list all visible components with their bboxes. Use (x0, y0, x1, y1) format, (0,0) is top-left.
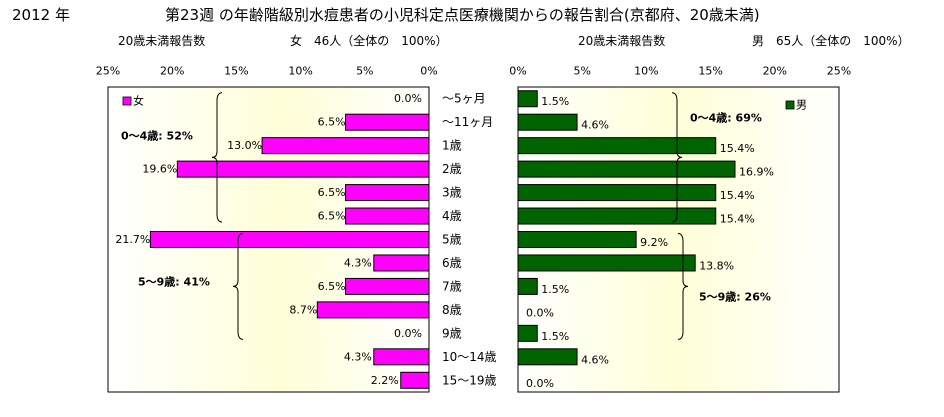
female-value-label: 6.5% (318, 116, 346, 129)
female-bar (345, 184, 430, 202)
left-report-label: 20歳未満報告数 (118, 34, 206, 48)
age-category-label: 15～19歳 (442, 373, 497, 387)
female-5-9-brace (232, 233, 244, 340)
left-x-tick-label: 15% (224, 65, 248, 78)
male-bar (517, 348, 578, 366)
age-category-label: 7歳 (442, 279, 462, 293)
left-summary: 女 46人（全体の 100%） (290, 34, 448, 48)
male-5-9-annotation: 5～9歳: 26% (699, 290, 771, 304)
age-category-label: 10～14歳 (442, 350, 497, 364)
female-bar (149, 231, 430, 248)
male-bar (517, 137, 717, 155)
right-x-tick-label: 20% (763, 65, 787, 78)
female-legend-label: 女 (133, 94, 144, 108)
female-value-label: 0.0% (394, 92, 422, 105)
right-report-label: 20歳未満報告数 (578, 34, 666, 48)
female-0-4-annotation: 0～4歳: 52% (121, 129, 193, 143)
male-value-label: 1.5% (541, 95, 569, 108)
male-bar (517, 324, 538, 342)
female-value-label: 2.2% (371, 374, 399, 387)
age-category-label: 5歳 (442, 233, 462, 247)
female-bar (373, 254, 430, 272)
male-5-9-brace (677, 233, 689, 340)
male-0-4-brace (671, 92, 683, 223)
male-value-label: 1.5% (541, 330, 569, 343)
female-value-label: 19.6% (142, 163, 177, 176)
age-category-label: 2歳 (442, 162, 462, 176)
male-value-label: 15.4% (720, 142, 755, 155)
male-bar (517, 90, 538, 108)
age-category-label: 8歳 (442, 303, 462, 317)
female-value-label: 21.7% (115, 233, 150, 246)
male-value-label: 15.4% (720, 213, 755, 226)
male-legend-label: 男 (796, 99, 807, 112)
female-legend-swatch (122, 96, 132, 106)
left-x-tick-label: 20% (160, 65, 184, 78)
female-bar (176, 160, 430, 178)
age-category-label: ～11ヶ月 (442, 115, 493, 129)
age-category-label: ～5ヶ月 (442, 92, 486, 106)
left-x-tick-label: 0% (420, 65, 437, 78)
female-bar (345, 277, 430, 295)
female-value-label: 6.5% (318, 280, 346, 293)
male-bar (517, 207, 717, 225)
female-value-label: 4.3% (344, 350, 372, 363)
right-x-tick-label: 0% (509, 65, 526, 78)
right-x-tick-label: 25% (827, 65, 851, 78)
male-bar (517, 160, 736, 178)
female-bar (373, 348, 430, 366)
male-0-4-annotation: 0～4歳: 69% (690, 111, 762, 125)
age-category-label: 1歳 (442, 139, 462, 153)
male-bar (517, 231, 637, 248)
male-bar (517, 184, 717, 202)
age-category-label: 9歳 (442, 326, 462, 340)
male-value-label: 9.2% (640, 236, 668, 249)
female-5-9-annotation: 5～9歳: 41% (138, 275, 210, 289)
female-value-label: 6.5% (318, 210, 346, 223)
male-legend-swatch (785, 100, 795, 110)
female-0-4-brace (211, 92, 223, 223)
age-category-label: 3歳 (442, 186, 462, 200)
female-value-label: 8.7% (289, 303, 317, 316)
female-bar (261, 137, 430, 155)
male-value-label: 13.8% (699, 259, 734, 272)
male-value-label: 4.6% (581, 119, 609, 132)
male-value-label: 0.0% (526, 306, 554, 319)
female-value-label: 4.3% (344, 256, 372, 269)
male-bar (517, 277, 538, 295)
male-value-label: 4.6% (581, 353, 609, 366)
chart-title: 第23週 の年齢階級別水痘患者の小児科定点医療機関からの報告割合(京都府、20歳… (165, 6, 760, 24)
right-x-tick-label: 15% (698, 65, 722, 78)
age-category-label: 6歳 (442, 256, 462, 270)
left-x-tick-label: 5% (356, 65, 373, 78)
male-bar (517, 113, 578, 131)
female-value-label: 13.0% (227, 139, 262, 152)
year-label: 2012 年 (12, 6, 70, 24)
age-category-label: 4歳 (442, 209, 462, 223)
male-value-label: 15.4% (720, 189, 755, 202)
male-value-label: 16.9% (739, 166, 774, 179)
female-bar (345, 113, 430, 131)
right-summary: 男 65人（全体の 100%） (752, 34, 910, 48)
male-value-label: 1.5% (541, 283, 569, 296)
female-value-label: 6.5% (318, 186, 346, 199)
male-value-label: 0.0% (526, 377, 554, 390)
right-x-tick-label: 5% (573, 65, 590, 78)
male-bar (517, 254, 696, 272)
female-bar (400, 371, 430, 389)
left-x-tick-label: 10% (288, 65, 312, 78)
right-x-tick-label: 10% (634, 65, 658, 78)
female-value-label: 0.0% (394, 327, 422, 340)
left-x-tick-label: 25% (96, 65, 120, 78)
female-bar (345, 207, 430, 225)
female-bar (316, 301, 430, 319)
